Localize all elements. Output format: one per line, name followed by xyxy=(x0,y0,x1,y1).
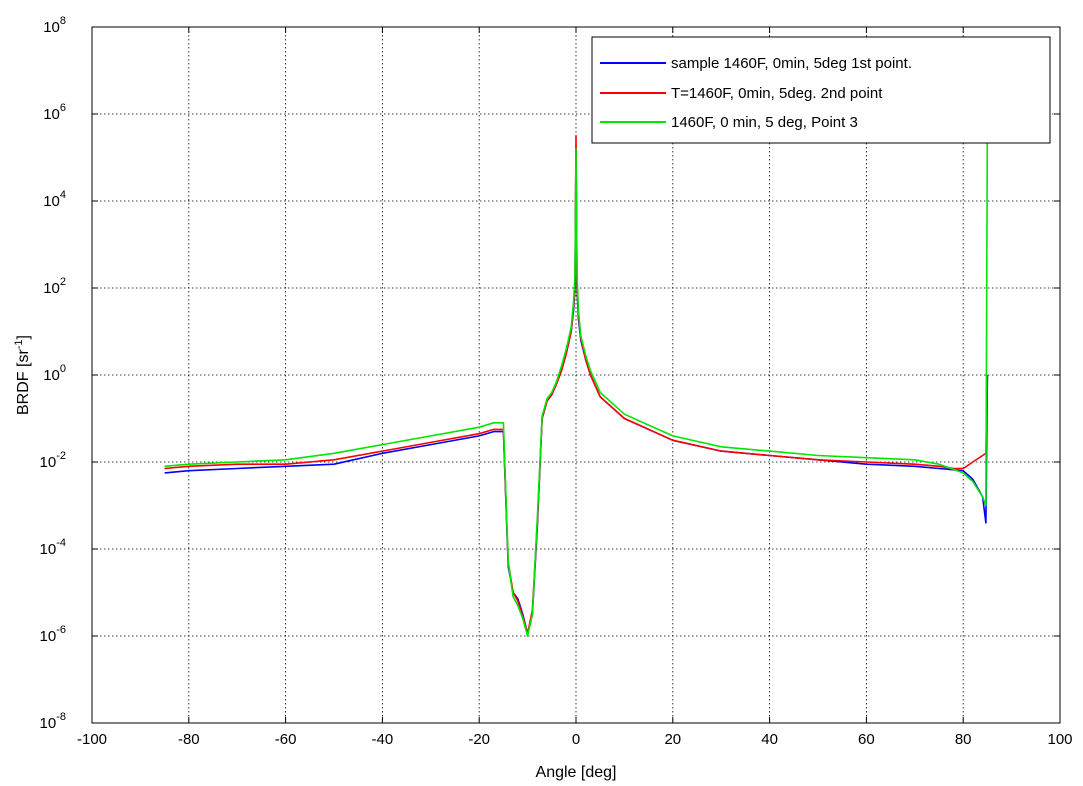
legend: sample 1460F, 0min, 5deg 1st point. T=14… xyxy=(591,36,1051,144)
y-axis-label-main: BRDF [sr xyxy=(15,349,32,415)
x-tick-label: 20 xyxy=(664,731,681,748)
x-tick-label: -20 xyxy=(468,731,490,748)
x-tick-label: -40 xyxy=(372,731,394,748)
x-tick-label: -80 xyxy=(178,731,200,748)
x-tick-label: -100 xyxy=(77,731,107,748)
y-tick-label: 10-2 xyxy=(40,450,66,471)
x-tick-label: 100 xyxy=(1047,731,1072,748)
y-tick-label: 104 xyxy=(43,189,66,210)
legend-entry-3: 1460F, 0 min, 5 deg, Point 3 xyxy=(671,114,858,131)
legend-box xyxy=(591,36,1051,144)
y-tick-label: 10-6 xyxy=(40,624,66,645)
axis-ticks xyxy=(91,26,1061,724)
x-tick-label: 80 xyxy=(955,731,972,748)
legend-entry-1: sample 1460F, 0min, 5deg 1st point. xyxy=(671,55,912,72)
series-lines xyxy=(164,113,989,637)
x-tick-label: -60 xyxy=(275,731,297,748)
y-tick-label: 10-8 xyxy=(40,711,66,732)
y-axis-label-sup: -1 xyxy=(13,339,25,349)
x-axis-label: Angle [deg] xyxy=(536,764,617,781)
y-axis-label: BRDF [sr-1] xyxy=(13,335,32,415)
series-line-2 xyxy=(164,135,989,635)
x-tick-label: 40 xyxy=(761,731,778,748)
y-tick-label: 102 xyxy=(43,276,66,297)
x-tick-label: 0 xyxy=(572,731,580,748)
y-tick-label: 108 xyxy=(43,15,66,36)
x-tick-label: 60 xyxy=(858,731,875,748)
y-tick-labels: 10-8 10-6 10-4 10-2 100 102 104 106 108 xyxy=(40,15,66,732)
y-axis-label-end: ] xyxy=(15,335,32,339)
legend-entry-2: T=1460F, 0min, 5deg. 2nd point xyxy=(671,85,883,102)
y-tick-label: 100 xyxy=(43,363,66,384)
x-tick-labels: -100 -80 -60 -40 -20 0 20 40 60 80 100 xyxy=(77,731,1073,748)
series-line-3 xyxy=(164,113,989,637)
y-tick-label: 10-4 xyxy=(40,537,66,558)
y-tick-label: 106 xyxy=(43,102,66,123)
